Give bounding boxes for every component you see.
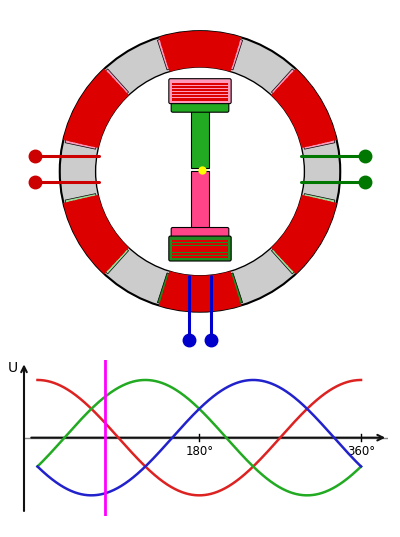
FancyBboxPatch shape xyxy=(191,171,209,229)
Polygon shape xyxy=(288,200,337,274)
Bar xyxy=(172,243,228,245)
FancyBboxPatch shape xyxy=(169,236,231,261)
Text: 180°: 180° xyxy=(185,445,213,458)
Polygon shape xyxy=(159,31,241,48)
Polygon shape xyxy=(157,273,243,309)
Polygon shape xyxy=(161,289,239,306)
Polygon shape xyxy=(288,69,337,142)
Circle shape xyxy=(96,67,304,276)
Polygon shape xyxy=(272,69,335,149)
Bar xyxy=(172,250,228,252)
Polygon shape xyxy=(88,195,129,256)
Polygon shape xyxy=(284,199,331,270)
Polygon shape xyxy=(157,33,243,70)
Polygon shape xyxy=(69,73,116,144)
Bar xyxy=(172,95,228,97)
Polygon shape xyxy=(65,194,128,274)
Polygon shape xyxy=(162,283,238,299)
Polygon shape xyxy=(166,271,234,287)
Bar xyxy=(172,246,228,249)
FancyBboxPatch shape xyxy=(171,100,229,112)
Text: 360°: 360° xyxy=(347,445,375,458)
Polygon shape xyxy=(162,43,238,60)
Bar xyxy=(172,240,228,242)
Bar xyxy=(172,252,228,255)
Bar xyxy=(172,83,228,85)
Polygon shape xyxy=(159,295,241,312)
Polygon shape xyxy=(272,194,335,274)
Polygon shape xyxy=(63,69,112,142)
Polygon shape xyxy=(271,195,312,256)
Polygon shape xyxy=(280,198,325,265)
Polygon shape xyxy=(164,277,236,293)
Circle shape xyxy=(60,31,340,311)
Polygon shape xyxy=(161,37,239,54)
Polygon shape xyxy=(166,56,234,72)
Text: U: U xyxy=(7,361,17,375)
Polygon shape xyxy=(284,73,331,144)
Polygon shape xyxy=(63,200,112,274)
Bar xyxy=(172,256,228,258)
Polygon shape xyxy=(275,82,318,147)
FancyBboxPatch shape xyxy=(191,111,209,168)
FancyBboxPatch shape xyxy=(169,79,231,104)
Bar xyxy=(172,89,228,91)
Polygon shape xyxy=(82,196,125,260)
Polygon shape xyxy=(75,198,120,265)
Polygon shape xyxy=(88,87,129,148)
Polygon shape xyxy=(75,78,120,145)
Polygon shape xyxy=(271,87,312,148)
Polygon shape xyxy=(275,196,318,260)
Bar xyxy=(172,86,228,88)
Polygon shape xyxy=(280,78,325,145)
Polygon shape xyxy=(164,50,236,66)
Polygon shape xyxy=(82,82,125,147)
Polygon shape xyxy=(69,199,116,270)
Bar xyxy=(172,92,228,95)
Bar xyxy=(172,98,228,100)
FancyBboxPatch shape xyxy=(171,228,229,239)
Polygon shape xyxy=(65,69,128,149)
